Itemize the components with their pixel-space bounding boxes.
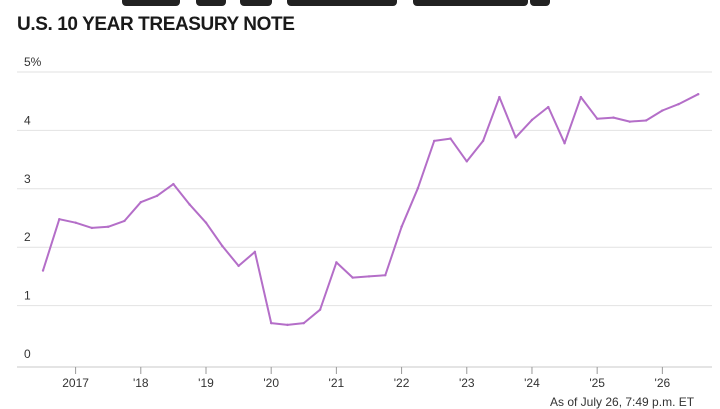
data-point <box>628 120 631 123</box>
x-tick-label-4: '21 <box>329 376 345 390</box>
chart-title: U.S. 10 YEAR TREASURY NOTE <box>17 14 295 35</box>
data-point <box>253 250 257 254</box>
data-point <box>514 136 517 139</box>
data-point <box>595 117 599 120</box>
y-tick-label-4: 4 <box>24 113 31 127</box>
data-point <box>58 217 61 221</box>
data-point <box>74 221 77 224</box>
data-point <box>335 261 338 264</box>
data-point <box>302 321 305 325</box>
data-point <box>204 221 208 224</box>
y-tick-label-0: 0 <box>24 347 31 361</box>
data-point <box>697 92 700 96</box>
data-point <box>677 102 680 106</box>
data-point <box>139 201 142 204</box>
data-point <box>269 321 273 325</box>
series-points-0 <box>41 92 700 327</box>
data-point <box>41 269 45 272</box>
data-point <box>221 244 224 248</box>
y-tick-label-3: 3 <box>24 172 31 186</box>
data-point <box>579 95 583 99</box>
x-tick-label-6: '23 <box>459 376 475 390</box>
x-tick-label-1: '18 <box>133 376 149 390</box>
data-point <box>449 137 452 140</box>
x-tick-label-8: '25 <box>589 376 605 390</box>
x-tick-label-7: '24 <box>524 376 540 390</box>
data-point <box>351 276 354 279</box>
data-point <box>547 105 550 109</box>
data-point <box>123 219 126 223</box>
data-point <box>644 119 648 122</box>
gridlines <box>17 71 712 307</box>
data-point <box>416 187 420 190</box>
y-tick-label-2: 2 <box>24 230 31 244</box>
footnote-timestamp: As of July 26, 7:49 p.m. ET <box>550 395 695 409</box>
y-tick-label-1: 1 <box>24 289 31 303</box>
data-point <box>661 109 664 112</box>
data-point <box>400 225 403 228</box>
data-point <box>563 142 566 145</box>
data-point <box>155 194 159 198</box>
data-point <box>384 274 387 277</box>
data-point <box>237 264 240 268</box>
x-tick-label-9: '26 <box>655 376 671 390</box>
data-point <box>481 139 485 143</box>
data-point <box>286 323 289 327</box>
data-point <box>465 160 468 163</box>
data-point <box>498 95 501 99</box>
series-line-0 <box>42 93 700 326</box>
x-tick-label-2: '19 <box>198 376 214 390</box>
x-tick-label-0: 2017 <box>62 376 89 390</box>
data-point <box>612 116 615 119</box>
data-point <box>106 225 110 228</box>
x-axis-ticks: 2017 '18 '19 '20 '21 '22 '23 '24 '25 '26 <box>62 367 671 390</box>
y-tick-label-5: 5% <box>24 55 42 69</box>
data-point <box>367 275 371 278</box>
y-axis-tick-labels: 0 1 2 3 4 5% <box>24 55 42 361</box>
data-point <box>188 203 191 206</box>
cropped-headline <box>0 0 720 9</box>
x-tick-label-5: '22 <box>394 376 410 390</box>
data-point <box>90 226 94 230</box>
data-point <box>172 182 175 186</box>
data-point <box>318 308 322 311</box>
data-point <box>432 139 436 143</box>
x-tick-label-3: '20 <box>263 376 279 390</box>
data-point <box>530 118 534 122</box>
series-layer <box>41 92 700 327</box>
